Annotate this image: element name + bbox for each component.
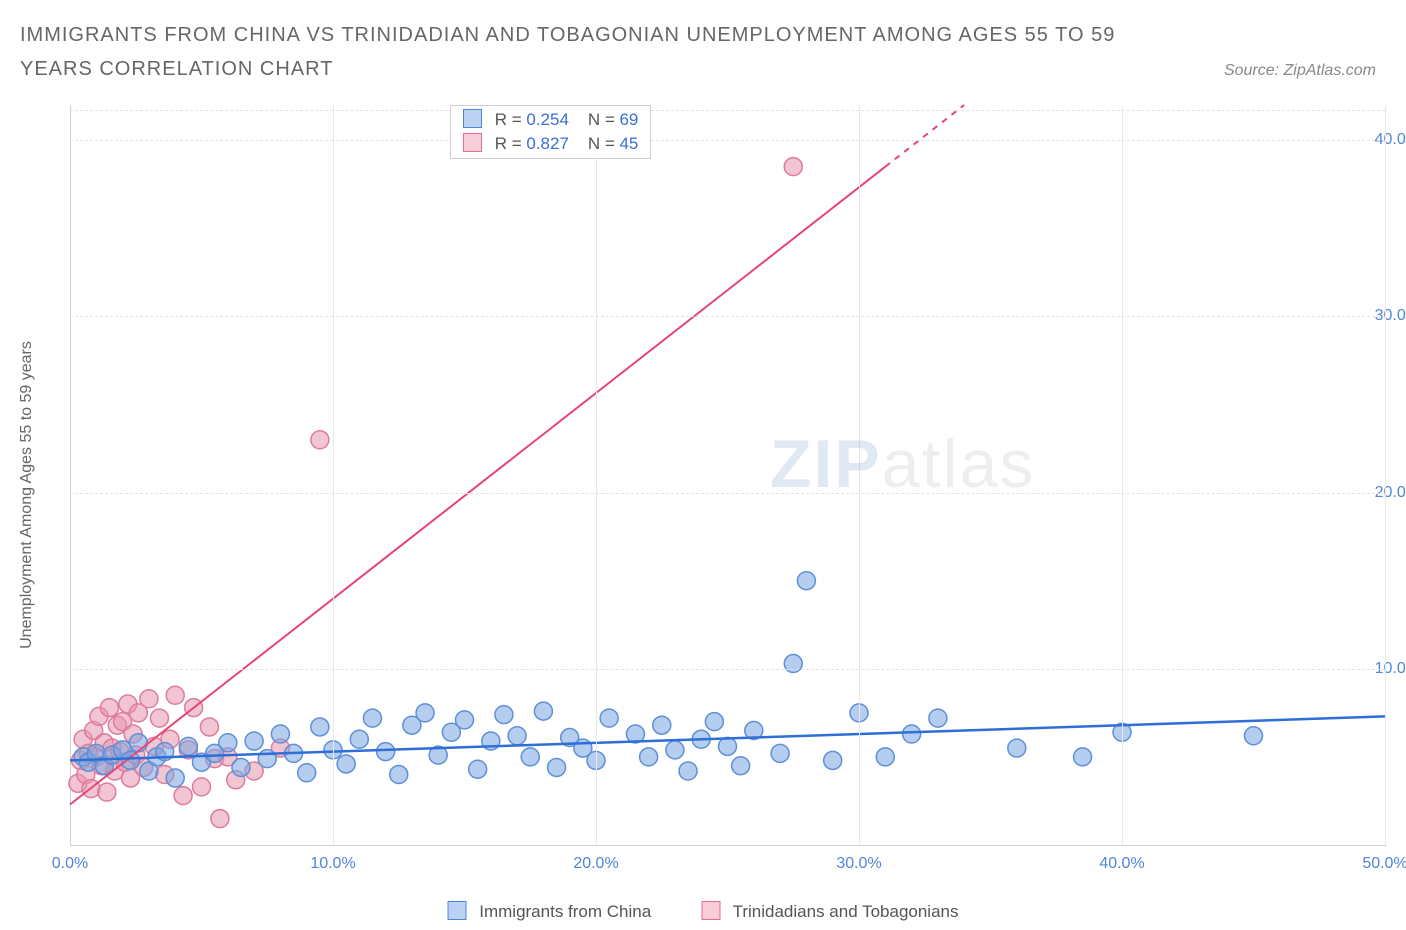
data-point — [719, 737, 737, 755]
data-point — [129, 734, 147, 752]
data-point — [469, 760, 487, 778]
stats-legend: R = 0.254 N = 69 R = 0.827 N = 45 — [450, 105, 651, 159]
data-point — [600, 709, 618, 727]
data-point — [98, 783, 116, 801]
data-point — [363, 709, 381, 727]
watermark: ZIPatlas — [770, 425, 1035, 503]
data-point — [705, 713, 723, 731]
data-point — [211, 810, 229, 828]
gridline-h — [70, 140, 1385, 141]
data-point — [534, 702, 552, 720]
data-point — [784, 158, 802, 176]
data-point — [179, 737, 197, 755]
data-point — [824, 751, 842, 769]
gridline-h — [70, 110, 1385, 111]
swatch-china-icon — [463, 109, 482, 128]
data-point — [232, 758, 250, 776]
legend-item-trinidad: Trinidadians and Tobagonians — [701, 901, 958, 922]
data-point — [929, 709, 947, 727]
data-point — [679, 762, 697, 780]
trend-line — [70, 167, 885, 805]
x-tick-label: 50.0% — [1362, 855, 1406, 873]
data-point — [337, 755, 355, 773]
gridline-h — [70, 493, 1385, 494]
data-point — [100, 699, 118, 717]
data-point — [245, 732, 263, 750]
swatch-china-icon — [448, 901, 467, 920]
data-point — [732, 757, 750, 775]
gridline-v — [596, 105, 597, 845]
legend-item-china: Immigrants from China — [448, 901, 652, 922]
data-point — [416, 704, 434, 722]
data-point — [548, 758, 566, 776]
data-point — [140, 690, 158, 708]
gridline-h — [70, 669, 1385, 670]
data-point — [456, 711, 474, 729]
data-point — [174, 787, 192, 805]
data-point — [121, 751, 139, 769]
data-point — [508, 727, 526, 745]
stats-row-trinidad: R = 0.827 N = 45 — [463, 132, 638, 156]
gridline-v — [333, 105, 334, 845]
data-point — [311, 718, 329, 736]
trend-line — [885, 105, 964, 167]
data-point — [771, 744, 789, 762]
chart-title: IMMIGRANTS FROM CHINA VS TRINIDADIAN AND… — [20, 18, 1140, 86]
source-citation: Source: ZipAtlas.com — [1224, 62, 1376, 80]
data-point — [1074, 748, 1092, 766]
data-point — [166, 769, 184, 787]
data-point — [377, 743, 395, 761]
data-point — [150, 709, 168, 727]
data-point — [219, 734, 237, 752]
data-point — [521, 748, 539, 766]
data-point — [298, 764, 316, 782]
x-tick-label: 20.0% — [573, 855, 618, 873]
x-tick-label: 30.0% — [836, 855, 881, 873]
x-tick-label: 0.0% — [52, 855, 88, 873]
gridline-h — [70, 316, 1385, 317]
gridline-v — [1122, 105, 1123, 845]
data-point — [666, 741, 684, 759]
data-point — [495, 706, 513, 724]
gridline-v — [1385, 105, 1386, 845]
data-point — [271, 725, 289, 743]
data-point — [166, 686, 184, 704]
data-point — [193, 778, 211, 796]
swatch-trinidad-icon — [463, 133, 482, 152]
data-point — [390, 766, 408, 784]
data-point — [784, 655, 802, 673]
stats-row-china: R = 0.254 N = 69 — [463, 108, 638, 132]
legend-label: Trinidadians and Tobagonians — [733, 902, 959, 921]
plot-svg — [70, 105, 1385, 845]
series-legend: Immigrants from China Trinidadians and T… — [448, 901, 959, 922]
data-point — [876, 748, 894, 766]
data-point — [903, 725, 921, 743]
y-axis-label: Unemployment Among Ages 55 to 59 years — [18, 341, 36, 649]
legend-label: Immigrants from China — [479, 902, 651, 921]
x-tick-label: 10.0% — [310, 855, 355, 873]
data-point — [653, 716, 671, 734]
data-point — [640, 748, 658, 766]
data-point — [200, 718, 218, 736]
data-point — [797, 572, 815, 590]
plot-area: Unemployment Among Ages 55 to 59 years 0… — [45, 105, 1385, 880]
swatch-trinidad-icon — [701, 901, 720, 920]
data-point — [350, 730, 368, 748]
data-point — [1008, 739, 1026, 757]
data-point — [311, 431, 329, 449]
x-tick-label: 40.0% — [1099, 855, 1144, 873]
data-point — [1245, 727, 1263, 745]
